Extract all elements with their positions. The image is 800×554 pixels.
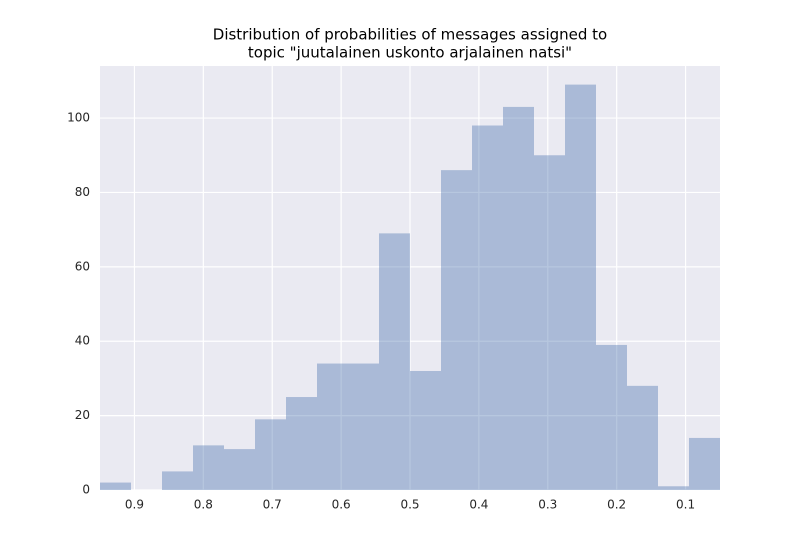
x-tick-label: 0.3 [538, 498, 557, 512]
bar [503, 106, 534, 490]
x-tick-label: 0.5 [400, 498, 419, 512]
x-tick-label: 0.8 [194, 498, 213, 512]
chart-title: Distribution of probabilities of message… [213, 26, 607, 44]
bar [348, 363, 379, 490]
bar [317, 363, 348, 490]
bar [162, 471, 193, 490]
x-tick-label: 0.2 [607, 498, 626, 512]
x-tick-label: 0.9 [125, 498, 144, 512]
chart-title: topic "juutalainen uskonto arjalainen na… [248, 44, 572, 62]
bar [379, 233, 410, 491]
bar [472, 125, 503, 490]
bar [410, 370, 441, 490]
bar [224, 449, 255, 490]
bar [596, 344, 627, 490]
bar [627, 385, 658, 490]
bar [193, 445, 224, 490]
y-tick-label: 20 [75, 408, 90, 422]
y-tick-label: 60 [75, 259, 90, 273]
bar [286, 397, 317, 490]
y-tick-label: 0 [82, 483, 90, 497]
x-tick-label: 0.7 [263, 498, 282, 512]
bar [255, 419, 286, 490]
x-tick-label: 0.4 [469, 498, 488, 512]
bar [441, 170, 472, 490]
bar [565, 84, 596, 490]
bar [534, 155, 565, 490]
y-tick-label: 40 [75, 334, 90, 348]
bar [658, 486, 689, 490]
y-tick-label: 100 [67, 111, 90, 125]
x-tick-label: 0.6 [332, 498, 351, 512]
bar [689, 437, 720, 490]
bar [100, 482, 131, 490]
x-tick-label: 0.1 [676, 498, 695, 512]
y-tick-label: 80 [75, 185, 90, 199]
